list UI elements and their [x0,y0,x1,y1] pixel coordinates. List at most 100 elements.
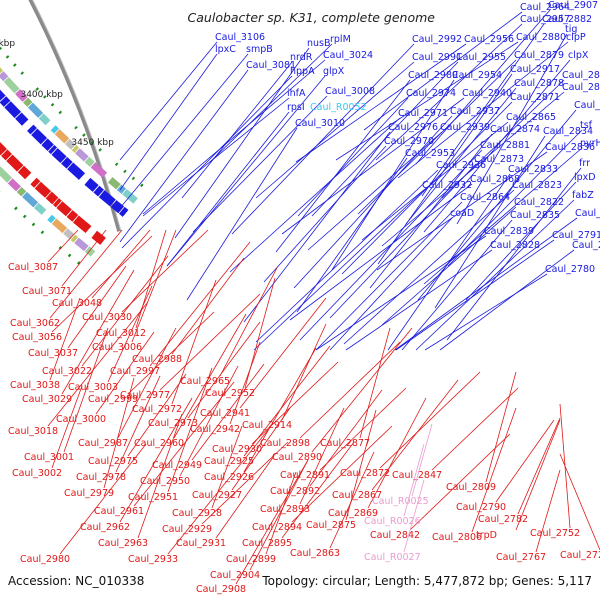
forward-gene-callout [446,167,582,341]
forward-gene-callout [119,41,218,161]
gc-content-mark [50,102,55,107]
reverse-gene-label: Caul_2978 [76,472,126,483]
forward-gene-callout [415,9,551,165]
reverse-gene-label: Caul_2988 [132,354,182,365]
forward-gene-label: coaD [450,208,474,219]
forward-strand-gene [118,206,129,217]
gc-content-mark [140,183,144,188]
forward-gene-label: lpxD [574,172,596,183]
forward-cog-band [90,162,108,178]
forward-gene-callout [423,147,583,285]
reverse-gene-callout [179,365,239,477]
reverse-gene-callout [409,433,511,531]
forward-strand-gene [0,89,6,101]
gc-skew-mark [40,230,45,235]
reverse-gene-label: Caul_2914 [242,420,292,431]
forward-gene-callout [119,53,249,209]
forward-gene-label: Caul_2835 [510,210,560,221]
reverse-gene-callout [495,419,555,503]
reverse-gene-label: Caul_3022 [42,366,92,377]
reverse-gene-callout [121,229,209,313]
forward-gene-callout [439,249,575,351]
forward-gene-label: Caul_2836 [545,142,595,153]
reverse-gene-callout [47,301,149,427]
forward-gene-callout [401,219,513,351]
forward-gene-label: Caul_2992 [412,34,462,45]
reverse-strand-gene [6,154,24,172]
forward-gene-callout [447,129,583,267]
reverse-gene-callout [311,327,413,453]
reverse-gene-callout [201,441,289,525]
reverse-strand-gene [66,210,79,222]
kbp-tick-label: 3350 kbp [0,39,15,49]
gc-content-mark [74,125,78,130]
forward-gene-label: Caul_2932 [422,180,472,191]
forward-gene-callout [289,183,473,321]
gc-content-mark [20,71,24,75]
forward-cog-band [0,71,9,82]
forward-gene-callout [192,95,328,233]
forward-gene-label: Caul_2839 [484,226,534,237]
forward-gene-callout [381,91,565,247]
reverse-strand-gene [73,215,92,234]
reverse-gene-label: Caul_2767 [496,552,546,563]
genome-summary-text: Topology: circular; Length: 5,477,872 bp… [262,574,592,588]
reverse-gene-callout [95,331,155,415]
forward-gene-label: clpX [568,50,589,61]
forward-gene-label: Caul_3081 [246,60,296,71]
forward-gene-label: Caul_2989 [408,70,458,81]
forward-gene-label: smpB [246,44,273,55]
rna-gene-callout [411,423,433,497]
reverse-gene-label: Caul_2928 [172,508,222,519]
forward-gene-label: Caul_3010 [295,118,345,129]
reverse-gene-callout [515,419,561,531]
reverse-gene-label: Caul_2926 [204,472,254,483]
reverse-gene-label: Caul_2782 [478,514,528,525]
reverse-gene-callout [485,371,517,483]
reverse-gene-callout [265,471,297,555]
reverse-gene-callout [133,381,235,507]
gc-content-mark [90,140,94,145]
reverse-cog-band [22,191,39,208]
reverse-gene-label: Caul_3087 [8,262,58,273]
forward-gene-label: Caul_2879 [514,50,564,61]
reverse-gene-callout [51,235,153,333]
forward-cog-band [3,77,20,94]
reverse-gene-label: Caul_2877 [320,438,370,449]
forward-gene-label: Caul_2880 [516,32,566,43]
reverse-gene-label: Caul_2895 [242,538,292,549]
forward-gene-callout [345,249,493,351]
reverse-gene-label: Caul_2842 [370,530,420,541]
gc-content-mark [98,148,102,152]
reverse-gene-label: Caul_2898 [260,438,310,449]
forward-gene-callout [166,75,326,267]
reverse-gene-callout [219,265,279,377]
forward-gene-label: Caul_2824 [574,100,600,111]
gc-content-mark [13,63,17,67]
reverse-gene-callout [309,389,383,487]
reverse-gene-callout [281,323,327,421]
kbp-tick-label: 3450 kbp [71,138,114,148]
reverse-gene-callout [535,469,561,553]
reverse-gene-callout [167,367,213,493]
forward-gene-callout [375,23,523,161]
reverse-gene-label: Caul_2891 [280,470,330,481]
forward-gene-label: Caul_2785 [572,240,600,251]
reverse-gene-label: Caul_2972 [132,404,182,415]
forward-gene-callout [415,199,575,351]
reverse-gene-callout [559,453,600,551]
reverse-gene-callout [359,327,391,439]
gc-skew-mark [22,214,27,219]
reverse-strand-gene [1,149,12,161]
reverse-cog-band [34,202,47,215]
forward-gene-callout [253,189,425,351]
forward-gene-label: Caul_2792 [575,208,600,219]
gc-skew-mark [58,245,63,250]
forward-gene-label: Caul_2956 [464,34,514,45]
forward-gene-label: nrdR [290,52,313,63]
reverse-gene-label: Caul_2975 [88,456,138,467]
forward-gene-label: Caul_2954 [452,70,502,81]
reverse-gene-callout [103,377,135,489]
forward-gene-label: Caul_2974 [406,88,456,99]
gc-content-mark [58,110,63,115]
